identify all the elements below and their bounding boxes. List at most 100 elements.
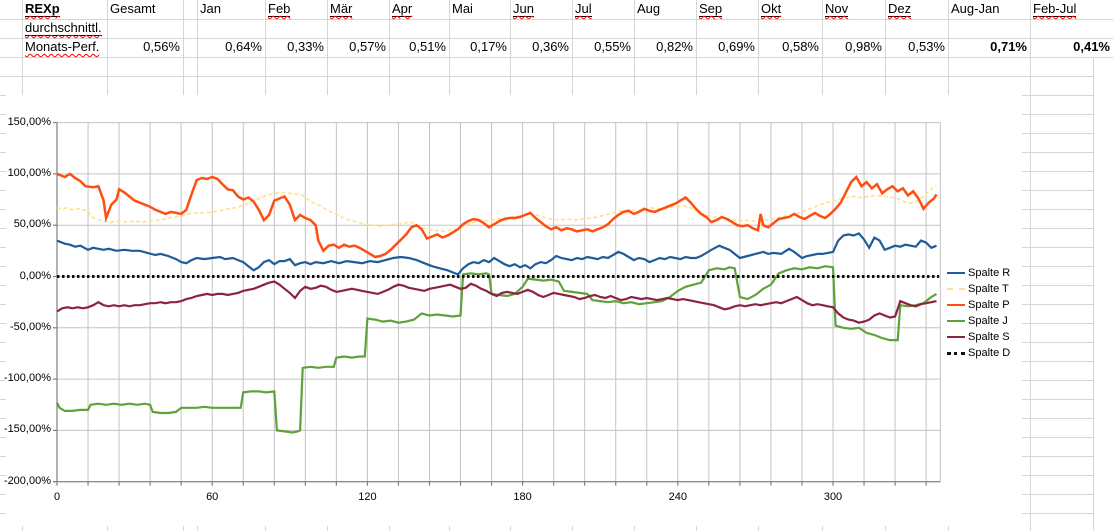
table-cell-text: Monats-Perf.	[25, 39, 100, 54]
table-cell-text: 0,98%	[845, 39, 882, 54]
sheet-gridline	[0, 19, 1113, 20]
table-cell-rexp[interactable]: REXp	[22, 0, 107, 19]
sheet-gridline	[1030, 0, 1031, 531]
legend-item-spalte-d[interactable]: Spalte D	[947, 346, 1010, 360]
legend-line-swatch-icon	[947, 304, 965, 306]
table-cell-apr[interactable]: Apr	[389, 0, 449, 19]
table-cell-sep[interactable]: Sep	[696, 0, 758, 19]
table-cell-0-69-[interactable]: 0,69%	[696, 38, 758, 57]
legend-label: Spalte D	[968, 347, 1011, 359]
legend-label: Spalte P	[968, 299, 1010, 311]
legend-item-spalte-t[interactable]: Spalte T	[947, 282, 1009, 296]
table-cell-text: 0,58%	[782, 39, 819, 54]
table-cell-text: Mär	[330, 1, 353, 17]
series-line-spalte-p[interactable]	[56, 172, 938, 259]
table-cell-0-41-[interactable]: 0,41%	[1030, 38, 1113, 57]
table-cell-text: Sep	[699, 1, 723, 17]
table-cell-nov[interactable]: Nov	[822, 0, 885, 19]
table-cell-text: REXp	[25, 1, 60, 17]
table-cell-text: Aug	[637, 1, 661, 16]
table-cell-text: Jan	[200, 1, 221, 16]
y-axis-label: 100,00%	[7, 166, 51, 179]
table-cell-text: Apr	[392, 1, 413, 17]
table-cell-aug[interactable]: Aug	[634, 0, 696, 19]
table-cell-m-r[interactable]: Mär	[327, 0, 389, 19]
table-cell-text: 0,53%	[908, 39, 945, 54]
legend-item-spalte-s[interactable]: Spalte S	[947, 330, 1010, 344]
legend-item-spalte-p[interactable]: Spalte P	[947, 298, 1010, 312]
table-cell-text: Okt	[761, 1, 782, 17]
table-cell-text: 0,71%	[990, 39, 1027, 54]
table-cell-0-17-[interactable]: 0,17%	[449, 38, 510, 57]
legend-label: Spalte S	[968, 331, 1010, 343]
legend-item-spalte-j[interactable]: Spalte J	[947, 314, 1008, 328]
table-cell-jun[interactable]: Jun	[510, 0, 572, 19]
y-axis-label: -100,00%	[3, 372, 51, 385]
series-line-spalte-t[interactable]	[56, 184, 937, 233]
table-cell-feb[interactable]: Feb	[265, 0, 327, 19]
legend-item-spalte-r[interactable]: Spalte R	[947, 266, 1010, 280]
x-axis-label: 300	[823, 490, 843, 503]
series-line-spalte-s[interactable]	[56, 280, 937, 324]
table-cell-0-51-[interactable]: 0,51%	[389, 38, 449, 57]
table-cell-0-33-[interactable]: 0,33%	[265, 38, 327, 57]
table-cell-0-71-[interactable]: 0,71%	[948, 38, 1030, 57]
series-line-spalte-r[interactable]	[56, 232, 937, 276]
table-cell-0-98-[interactable]: 0,98%	[822, 38, 885, 57]
table-cell-text: Jul	[575, 1, 592, 17]
table-cell-feb-jul[interactable]: Feb-Jul	[1030, 0, 1113, 19]
table-cell-0-58-[interactable]: 0,58%	[758, 38, 822, 57]
y-axis-label: -200,00%	[3, 474, 51, 487]
table-cell-text: Mai	[452, 1, 473, 16]
table-cell-text: Gesamt	[110, 1, 156, 16]
x-axis-label: 240	[668, 490, 687, 503]
table-cell-0-55-[interactable]: 0,55%	[572, 38, 634, 57]
legend-line-swatch-icon	[947, 351, 965, 355]
table-cell-0-64-[interactable]: 0,64%	[197, 38, 265, 57]
y-axis-label: -150,00%	[3, 423, 51, 436]
x-axis-label: 0	[53, 490, 61, 503]
table-cell-durchschnittl-[interactable]: durchschnittl.	[22, 19, 107, 38]
table-cell-0-82-[interactable]: 0,82%	[634, 38, 696, 57]
table-cell-text: 0,51%	[409, 39, 446, 54]
legend-line-swatch-icon	[947, 320, 965, 322]
table-cell-aug-jan[interactable]: Aug-Jan	[948, 0, 1030, 19]
legend-line-swatch-icon	[947, 288, 965, 290]
table-cell-text: 0,55%	[594, 39, 631, 54]
table-cell-mai[interactable]: Mai	[449, 0, 510, 19]
legend-line-swatch-icon	[947, 336, 965, 338]
table-cell-text: 0,17%	[470, 39, 507, 54]
table-cell-text: 0,33%	[287, 39, 324, 54]
y-axis-label: 150,00%	[7, 115, 51, 128]
embedded-chart[interactable]: 150,00% 100,00% 50,00% 0,00% -50,00% -100,00%…	[4, 95, 1022, 526]
table-cell-text: 0,82%	[656, 39, 693, 54]
table-cell-gesamt[interactable]: Gesamt	[107, 0, 183, 19]
legend-label: Spalte T	[968, 283, 1009, 295]
table-cell-dez[interactable]: Dez	[885, 0, 948, 19]
x-axis-label: 120	[358, 490, 377, 503]
table-cell-monats-perf-[interactable]: Monats-Perf.	[22, 38, 107, 57]
y-axis-label: -50,00%	[10, 320, 51, 333]
table-cell-0-56-[interactable]: 0,56%	[107, 38, 183, 57]
table-cell-jul[interactable]: Jul	[572, 0, 634, 19]
x-axis-label: 60	[206, 490, 219, 503]
table-cell-okt[interactable]: Okt	[758, 0, 822, 19]
table-cell-0-53-[interactable]: 0,53%	[885, 38, 948, 57]
table-cell-text: Dez	[888, 1, 912, 17]
table-cell-jan[interactable]: Jan	[197, 0, 265, 19]
table-cell-text: 0,57%	[349, 39, 386, 54]
table-cell-text: Feb	[268, 1, 291, 17]
table-cell-0-36-[interactable]: 0,36%	[510, 38, 572, 57]
sheet-gridline	[0, 38, 1113, 39]
table-cell-text: Nov	[825, 1, 849, 17]
table-cell-text: durchschnittl.	[25, 20, 102, 36]
table-cell-text: Feb-Jul	[1033, 1, 1077, 17]
series-line-spalte-j[interactable]	[56, 265, 938, 434]
table-cell-text: Aug-Jan	[951, 1, 1000, 16]
legend-label: Spalte J	[968, 315, 1008, 327]
table-cell-text: 0,56%	[143, 39, 180, 54]
table-cell-0-57-[interactable]: 0,57%	[327, 38, 389, 57]
x-axis-label: 180	[513, 490, 532, 503]
y-axis-label: 50,00%	[13, 218, 51, 231]
